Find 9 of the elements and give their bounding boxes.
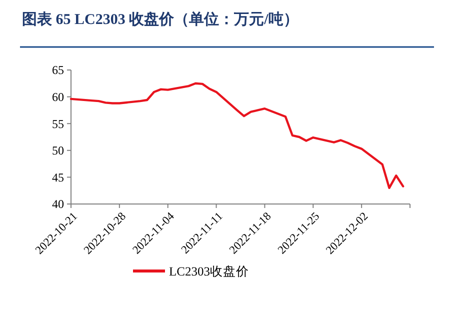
legend-label: LC2303收盘价 [169,264,249,278]
chart-title: 图表 65 LC2303 收盘价（单位：万元/吨） [22,11,298,28]
y-tick-label: 60 [52,90,64,104]
line-series [70,82,404,190]
y-tick-label: 65 [52,63,64,78]
y-tick-label: 40 [52,197,64,212]
y-tick-label: 55 [52,116,64,131]
y-tick-label: 45 [52,170,64,184]
y-tick-label: 50 [52,144,64,158]
